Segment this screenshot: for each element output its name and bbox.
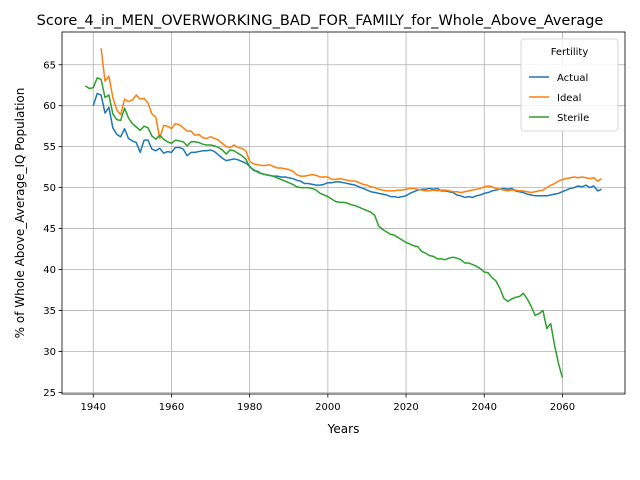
y-tick-label: 50 [43, 183, 56, 194]
legend: Fertility Actual Ideal Sterile [520, 38, 619, 132]
legend-title: Fertility [551, 47, 589, 58]
series-line-actual [92, 92, 602, 199]
x-tick-label: 2000 [315, 402, 340, 413]
axes-frame [61, 31, 626, 395]
x-tick-label: 2020 [393, 402, 418, 413]
y-tick-label: 40 [43, 265, 56, 276]
legend-label-ideal: Ideal [557, 93, 581, 104]
legend-box [520, 38, 619, 132]
x-tick-label: 1980 [237, 402, 262, 413]
y-tick-label: 30 [43, 347, 56, 358]
y-tick-label: 35 [43, 306, 56, 317]
y-tick-label: 25 [43, 388, 56, 399]
series-line-ideal [100, 48, 602, 194]
x-axis-label: Years [327, 422, 360, 436]
x-tick-label: 1960 [159, 402, 184, 413]
x-tick-label: 2040 [472, 402, 497, 413]
y-axis-label: % of Whole Above_Average_IQ Population [13, 88, 27, 339]
grid-lines [62, 32, 625, 394]
y-tick-label: 55 [43, 142, 56, 153]
y-tick-label: 65 [43, 60, 56, 71]
series-line-sterile [85, 77, 564, 378]
series-lines [85, 48, 602, 378]
legend-label-actual: Actual [557, 73, 588, 84]
x-tick-label: 2060 [550, 402, 575, 413]
chart-title: Score_4_in_MEN_OVERWORKING_BAD_FOR_FAMIL… [37, 13, 604, 29]
y-tick-label: 60 [43, 101, 56, 112]
y-axis-ticks: 25 30 35 40 45 50 55 60 65 [43, 60, 62, 399]
x-tick-label: 1940 [81, 402, 106, 413]
x-axis-ticks: 1940 1960 1980 2000 2020 2040 2060 [81, 394, 575, 413]
y-tick-label: 45 [43, 224, 56, 235]
legend-label-sterile: Sterile [557, 113, 589, 124]
